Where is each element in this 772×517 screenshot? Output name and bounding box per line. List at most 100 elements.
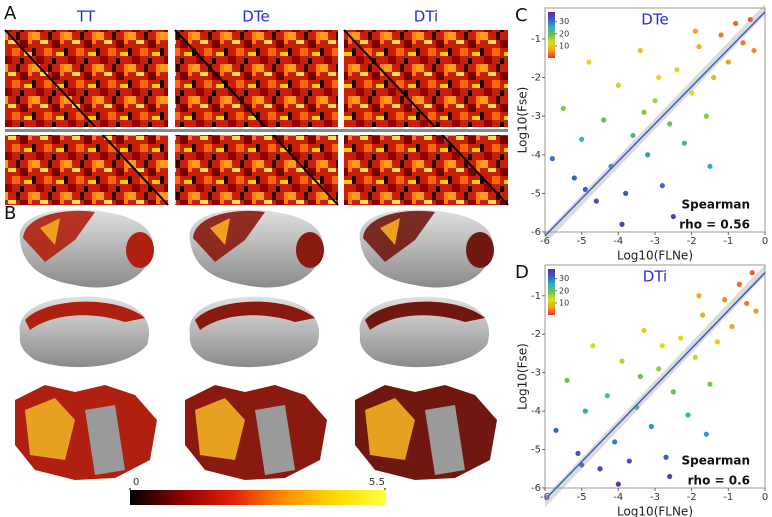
point	[670, 213, 676, 220]
x-tick-label: -1	[723, 492, 733, 503]
point	[725, 59, 731, 65]
colorbar-label: 5.5	[369, 477, 385, 488]
colorbar-label: 10	[559, 41, 569, 50]
brain-patch	[23, 210, 95, 262]
diagonal	[4, 29, 169, 206]
brain-patch	[195, 301, 315, 330]
plot-area	[544, 264, 766, 489]
point	[579, 136, 585, 142]
colorbar	[548, 269, 555, 315]
y-tick-label: -6	[531, 483, 541, 494]
x-tick-label: -5	[577, 492, 587, 503]
point	[652, 98, 658, 104]
colorbar	[130, 490, 385, 505]
brain-patch	[255, 405, 295, 475]
point	[549, 156, 555, 162]
heatmaps	[4, 29, 509, 206]
fit-line	[544, 11, 766, 237]
y-tick-label: -4	[531, 150, 541, 161]
brain-patch	[195, 398, 245, 460]
panel-label: C	[515, 5, 528, 26]
x-tick-label: -4	[613, 492, 623, 503]
x-tick-label: -5	[577, 236, 587, 247]
point	[678, 335, 684, 341]
brain-patch	[25, 301, 145, 330]
x-tick-label: -2	[687, 236, 697, 247]
brain-patch	[40, 218, 60, 245]
x-tick-label: -4	[613, 236, 623, 247]
point	[612, 439, 618, 445]
y-axis-label: Log10(Fse)	[516, 87, 530, 154]
diagonal	[174, 29, 339, 206]
point	[619, 221, 625, 227]
point	[560, 105, 566, 112]
y-tick-label: -5	[531, 445, 541, 456]
point	[564, 377, 570, 383]
brain-patch	[425, 405, 465, 475]
point	[641, 109, 647, 115]
brain-patch	[466, 232, 494, 268]
point	[586, 59, 592, 65]
point	[663, 454, 669, 460]
point	[597, 466, 603, 472]
colorbar-label: 0	[133, 477, 139, 488]
x-tick-label: 0	[762, 492, 768, 503]
y-tick-label: -4	[531, 406, 541, 417]
brain-patch	[296, 232, 324, 268]
point	[659, 183, 665, 189]
annotation: rho = 0.56	[679, 218, 750, 232]
x-tick-label: 0	[762, 236, 768, 247]
point	[641, 327, 647, 333]
point	[692, 354, 698, 360]
point	[626, 458, 632, 464]
point	[659, 343, 665, 349]
point	[707, 381, 713, 387]
point	[740, 40, 746, 46]
point	[685, 412, 691, 418]
panel-label: D	[515, 262, 529, 283]
point	[637, 373, 643, 380]
point	[703, 113, 709, 119]
point	[615, 82, 621, 88]
brain-patch	[363, 210, 435, 262]
y-tick-label: -2	[531, 73, 541, 84]
point	[674, 67, 680, 73]
brain-patch	[380, 218, 400, 245]
point	[645, 152, 651, 158]
brain-patch	[193, 210, 265, 262]
point	[648, 423, 654, 430]
y-tick-label: -2	[531, 329, 541, 340]
x-tick-label: -6	[540, 492, 550, 503]
y-axis-label: Log10(Fse)	[516, 343, 530, 410]
point	[571, 175, 577, 181]
brain-patch	[365, 398, 415, 460]
point	[736, 281, 742, 287]
point	[722, 297, 728, 303]
brain-patch	[126, 232, 154, 268]
colorbar-label: 10	[559, 298, 569, 307]
point	[667, 473, 673, 480]
point	[630, 132, 636, 139]
panel-title: DTe	[242, 8, 269, 26]
annotation: Spearman	[681, 454, 750, 468]
brain-patch	[85, 405, 125, 475]
point	[670, 389, 676, 395]
y-tick-label: -5	[531, 188, 541, 199]
point	[590, 343, 596, 349]
diagonal	[343, 29, 509, 206]
point	[714, 339, 720, 345]
point	[582, 186, 588, 193]
point	[656, 366, 662, 372]
point	[553, 427, 559, 433]
colorbar-label: 30	[559, 274, 569, 283]
panel-title: TT	[76, 8, 96, 26]
point	[729, 323, 735, 330]
panel-title: DTi	[414, 8, 438, 26]
point	[749, 270, 755, 276]
x-axis-label: Log10(FLNe)	[617, 249, 693, 263]
x-tick-label: -1	[723, 236, 733, 247]
point	[637, 47, 643, 54]
y-tick-label: -6	[531, 227, 541, 238]
y-tick-label: -1	[531, 291, 541, 302]
